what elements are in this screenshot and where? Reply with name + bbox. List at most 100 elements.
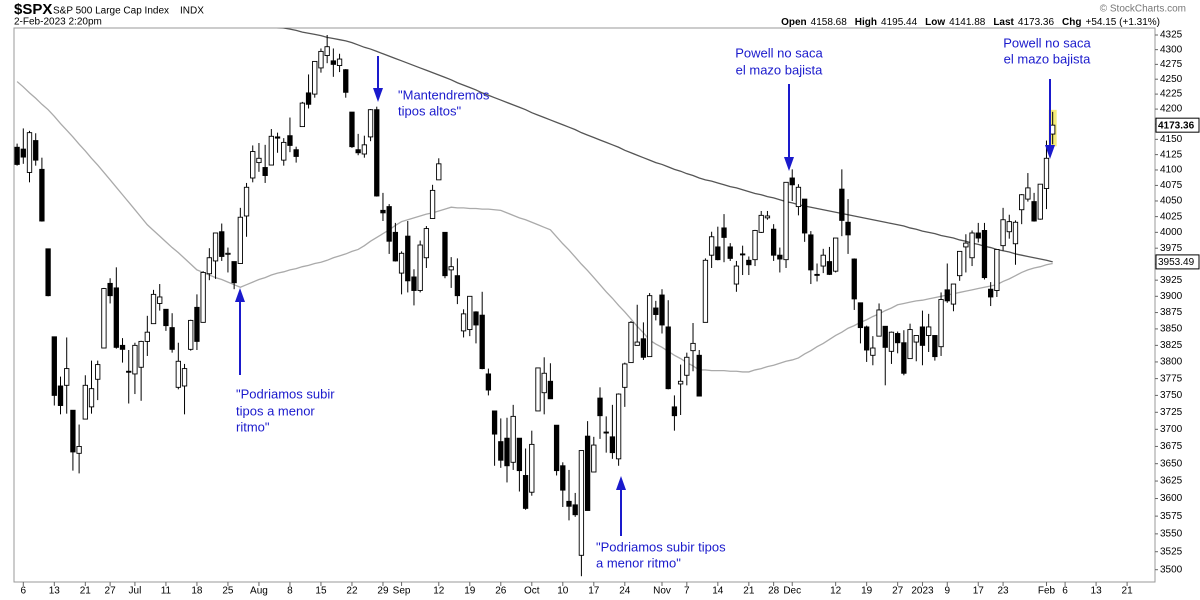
x-tick-label: 10	[557, 586, 569, 597]
moving-average	[277, 28, 1053, 263]
candle-body	[157, 296, 163, 304]
candle-body	[770, 228, 777, 256]
arrow-head	[1045, 145, 1055, 159]
candle-body	[919, 326, 926, 346]
candle-body	[442, 231, 448, 277]
candle-body	[126, 370, 132, 373]
price-marker-label: 4173.36	[1158, 120, 1195, 131]
candle-body	[318, 50, 324, 69]
y-tick-label: 3525	[1160, 546, 1183, 557]
x-tick-label: 17	[588, 586, 600, 597]
candle-body	[839, 188, 845, 221]
x-tick-label: Jul	[129, 586, 142, 597]
candle-body	[690, 342, 696, 352]
candle-body	[1012, 221, 1019, 245]
annotation: "Podriamos subir tipos a menor ritmo"	[596, 476, 726, 570]
candle-body	[293, 149, 299, 157]
quote-value: 4173.36	[1018, 17, 1055, 28]
x-tick-label: 15	[315, 586, 327, 597]
candle-body	[820, 254, 826, 267]
candle-body	[467, 295, 473, 331]
price-marker-label: 3953.49	[1158, 257, 1195, 268]
annotation: Powell no saca el mazo bajista	[1003, 35, 1091, 159]
arrow-head	[784, 157, 794, 171]
candle-body	[603, 431, 609, 434]
y-tick-label: 4325	[1160, 30, 1183, 41]
candle-body	[64, 368, 70, 386]
candle-body	[752, 230, 758, 261]
arrow-head	[235, 288, 245, 302]
candle-body	[584, 435, 591, 511]
candle-body	[783, 181, 789, 261]
candle-body	[950, 283, 957, 305]
candle-body	[498, 441, 504, 461]
x-tick-label: 9	[944, 586, 950, 597]
candle-body	[262, 167, 268, 176]
price-marker-box	[1155, 254, 1200, 270]
y-tick-label: 4050	[1160, 196, 1183, 207]
candle-body	[225, 252, 231, 255]
candle-body	[491, 410, 498, 435]
candle-body	[535, 367, 541, 412]
candle-body	[150, 293, 157, 325]
candle-body	[857, 302, 864, 329]
y-tick-label: 3725	[1160, 407, 1183, 418]
exchange: INDX	[180, 6, 204, 17]
candle-body	[51, 336, 57, 396]
candle-body	[361, 144, 368, 155]
annotation: "Podriamos subir tipos a menor ritmo"	[235, 288, 335, 434]
candle-body	[57, 385, 64, 406]
y-tick-label: 4075	[1160, 180, 1183, 191]
datetime: 2-Feb-2023 2:20pm	[14, 17, 102, 28]
annotation-text: tipos altos"	[398, 103, 462, 118]
candle-body	[938, 299, 944, 348]
quote-value: 4158.68	[811, 17, 848, 28]
candle-body	[113, 287, 119, 348]
candle-body	[349, 111, 355, 148]
candle-body	[727, 246, 733, 259]
candle-body	[578, 450, 585, 556]
y-tick-label: 3500	[1160, 564, 1183, 575]
candle-body	[380, 209, 386, 214]
candle-body	[175, 360, 181, 388]
y-tick-label: 4025	[1160, 211, 1183, 222]
candle-body	[789, 177, 795, 186]
candle-body	[398, 252, 405, 274]
annotation-text: "Podriamos subir	[236, 386, 335, 401]
candle-body	[721, 227, 727, 238]
annotation-text: "Podriamos subir tipos	[596, 539, 726, 554]
candle-body	[845, 221, 851, 236]
candle-body	[274, 136, 281, 139]
candle-body	[1000, 219, 1006, 247]
x-tick-label: 6	[1062, 586, 1068, 597]
x-tick-label: 12	[830, 586, 842, 597]
candle-body	[944, 289, 950, 302]
candle-body	[479, 314, 485, 370]
x-tick-label: 12	[433, 586, 445, 597]
x-tick-label: Aug	[250, 586, 268, 597]
candle-body	[119, 344, 126, 350]
annotation-text: Powell no saca	[735, 45, 823, 60]
candle-body	[901, 342, 907, 374]
candle-body	[684, 356, 690, 376]
candle-body	[963, 242, 969, 248]
candle-body	[305, 92, 312, 105]
candle-body	[708, 236, 715, 256]
x-tick-label: 27	[105, 586, 117, 597]
candle-body	[448, 266, 454, 271]
candle-body	[45, 248, 51, 297]
candle-body	[268, 135, 274, 166]
quote-value: 4195.44	[881, 17, 918, 28]
candle-body	[814, 273, 820, 276]
candle-body	[646, 295, 653, 358]
quote-label: High	[855, 17, 877, 28]
candle-body	[665, 326, 671, 390]
candle-body	[516, 437, 523, 472]
candle-body	[1019, 194, 1025, 211]
candle-body	[739, 253, 746, 256]
x-tick-label: 13	[49, 586, 61, 597]
candle-body	[330, 60, 337, 65]
x-tick-label: 24	[619, 586, 631, 597]
candle-body	[659, 294, 665, 326]
